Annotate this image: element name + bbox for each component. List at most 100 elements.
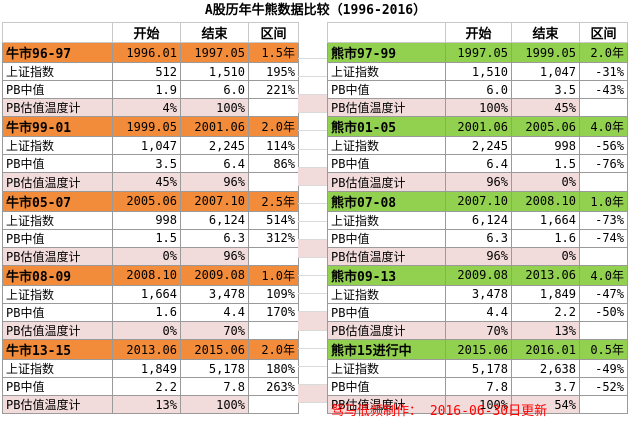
pb-row: PB中值 6.4 1.5 -76%: [327, 154, 628, 174]
index-change: 109%: [248, 284, 299, 304]
temperature-end: 96%: [180, 246, 249, 266]
index-end: 2,638: [511, 359, 580, 379]
header-start: 开始: [445, 22, 512, 43]
index-row: 上证指数 998 6,124 514%: [2, 210, 299, 230]
period-start: 2008.10: [112, 264, 181, 286]
column-gap: [298, 41, 327, 403]
index-row: 上证指数 512 1,510 195%: [2, 61, 299, 82]
index-end: 5,178: [180, 359, 249, 379]
pb-row: PB中值 2.2 7.8 263%: [2, 377, 299, 397]
period-end: 2016.01: [511, 339, 580, 361]
period-range: 1.5年: [248, 42, 299, 63]
temperature-start: 100%: [445, 98, 512, 118]
index-label: 上证指数: [2, 61, 113, 82]
index-end: 998: [511, 136, 580, 156]
pb-start: 4.4: [445, 302, 512, 323]
temperature-row: PB估值温度计 0% 70%: [2, 321, 299, 341]
header-row: 开始 结束 区间: [2, 22, 299, 43]
period-range: 4.0年: [579, 116, 628, 138]
pb-end: 6.3: [180, 228, 249, 248]
pb-change: -74%: [579, 228, 628, 248]
pb-label: PB中值: [2, 302, 113, 323]
gap-cell: [298, 167, 327, 186]
period-row: 熊市09-13 2009.08 2013.06 4.0年: [327, 264, 628, 286]
pb-row: PB中值 7.8 3.7 -52%: [327, 377, 628, 397]
gap-cell: [298, 113, 327, 132]
temperature-start: 96%: [445, 172, 512, 192]
bear-market-table: 开始 结束 区间 熊市97-99 1997.05 1999.05 2.0年 上证指数 1,…: [327, 22, 628, 415]
temperature-row: PB估值温度计 96% 0%: [327, 172, 628, 192]
index-end: 1,849: [511, 284, 580, 304]
period-row: 牛市99-01 1999.05 2001.06 2.0年: [2, 116, 299, 138]
period-start: 2007.10: [445, 190, 512, 212]
period-name: 牛市05-07: [2, 190, 113, 212]
period-name: 熊市07-08: [327, 190, 446, 212]
pb-row: PB中值 1.9 6.0 221%: [2, 80, 299, 100]
period-end: 2015.06: [180, 339, 249, 361]
index-change: -56%: [579, 136, 628, 156]
period-end: 2013.06: [511, 264, 580, 286]
pb-label: PB中值: [327, 80, 446, 100]
footer-note: 驽马低频制作： 2016-06-30日更新: [331, 404, 548, 419]
index-end: 2,245: [180, 136, 249, 156]
index-change: 180%: [248, 359, 299, 379]
period-range: 1.0年: [579, 190, 628, 212]
gap-cell: [298, 204, 327, 222]
page-title: A股历年牛熊数据比较（1996-2016）: [204, 3, 427, 18]
temperature-label: PB估值温度计: [2, 98, 113, 118]
pb-change: 170%: [248, 302, 299, 323]
index-start: 1,510: [445, 61, 512, 82]
temperature-blank: [248, 395, 299, 415]
temperature-blank: [248, 321, 299, 341]
pb-start: 7.8: [445, 377, 512, 397]
index-change: -31%: [579, 61, 628, 82]
pb-end: 1.6: [511, 228, 580, 248]
pb-end: 6.0: [180, 80, 249, 100]
temperature-start: 96%: [445, 246, 512, 266]
index-start: 1,849: [112, 359, 181, 379]
period-name: 牛市99-01: [2, 116, 113, 138]
period-range: 0.5年: [579, 339, 628, 361]
temperature-row: PB估值温度计 70% 13%: [327, 321, 628, 341]
period-row: 牛市05-07 2005.06 2007.10 2.5年: [2, 190, 299, 212]
period-end: 2001.06: [180, 116, 249, 138]
pb-end: 2.2: [511, 302, 580, 323]
pb-change: -50%: [579, 302, 628, 323]
index-label: 上证指数: [327, 210, 446, 230]
index-label: 上证指数: [2, 359, 113, 379]
index-label: 上证指数: [327, 359, 446, 379]
index-row: 上证指数 1,047 2,245 114%: [2, 136, 299, 156]
temperature-row: PB估值温度计 100% 54%: [327, 395, 628, 415]
period-start: 2015.06: [445, 339, 512, 361]
temperature-row: PB估值温度计 13% 100%: [2, 395, 299, 415]
index-change: -73%: [579, 210, 628, 230]
period-row: 熊市97-99 1997.05 1999.05 2.0年: [327, 42, 628, 63]
period-start: 2005.06: [112, 190, 181, 212]
gap-cell: [298, 258, 327, 277]
period-row: 牛市96-97 1996.01 1997.05 1.5年: [2, 42, 299, 63]
pb-start: 1.6: [112, 302, 181, 323]
index-start: 2,245: [445, 136, 512, 156]
pb-row: PB中值 3.5 6.4 86%: [2, 154, 299, 174]
gap-cell: [298, 59, 327, 78]
pb-label: PB中值: [2, 80, 113, 100]
gap-cell: [298, 384, 327, 403]
index-start: 6,124: [445, 210, 512, 230]
temperature-end: 45%: [511, 98, 580, 118]
gap-cell: [298, 276, 327, 295]
temperature-label: PB估值温度计: [327, 98, 446, 118]
header-end: 结束: [511, 22, 580, 43]
index-change: 195%: [248, 61, 299, 82]
index-label: 上证指数: [2, 284, 113, 304]
temperature-end: 13%: [511, 321, 580, 341]
index-row: 上证指数 5,178 2,638 -49%: [327, 359, 628, 379]
period-name: 牛市96-97: [2, 42, 113, 63]
period-name: 牛市08-09: [2, 264, 113, 286]
pb-label: PB中值: [327, 228, 446, 248]
period-start: 2001.06: [445, 116, 512, 138]
temperature-label: PB估值温度计: [2, 172, 113, 192]
index-label: 上证指数: [2, 210, 113, 230]
temperature-start: 70%: [445, 321, 512, 341]
temperature-end: 96%: [180, 172, 249, 192]
period-range: 2.0年: [248, 116, 299, 138]
